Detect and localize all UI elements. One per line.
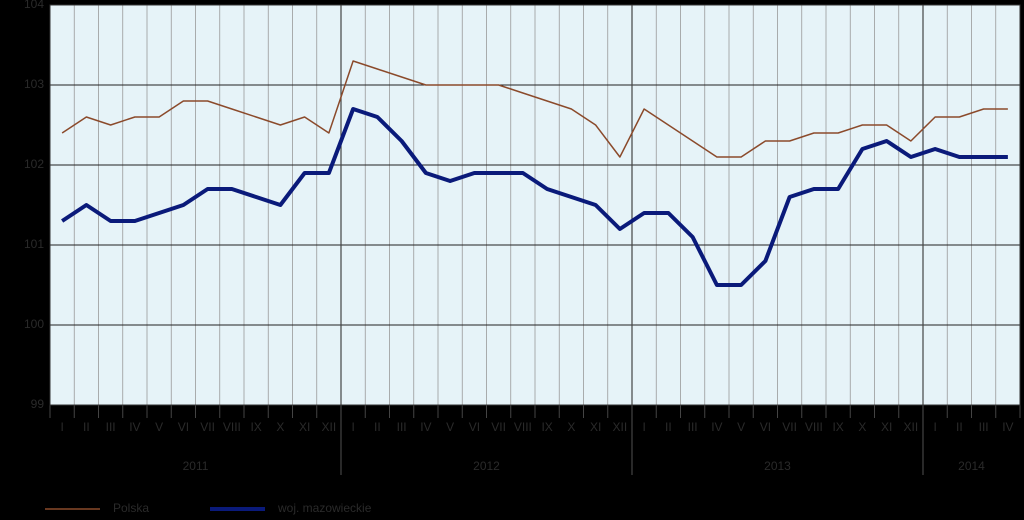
x-tick-label: X <box>567 420 575 434</box>
x-tick-label: VII <box>782 420 797 434</box>
x-tick-label: VIII <box>805 420 823 434</box>
y-tick-label: 100 <box>24 317 44 331</box>
series-line <box>61 107 1008 287</box>
x-tick-label: XII <box>904 420 919 434</box>
x-tick-label: III <box>397 420 407 434</box>
x-tick-label: VI <box>760 420 771 434</box>
x-tick-label: V <box>155 420 163 434</box>
x-tick-label: II <box>374 420 381 434</box>
legend-label: woj. mazowieckie <box>277 501 372 515</box>
x-tick-label: V <box>737 420 745 434</box>
series-line <box>61 60 1008 158</box>
x-tick-label: IV <box>420 420 431 434</box>
x-tick-label: I <box>933 420 936 434</box>
x-tick-label: IV <box>1002 420 1013 434</box>
y-tick-label: 101 <box>24 237 44 251</box>
x-tick-label: VII <box>491 420 506 434</box>
x-tick-label: VI <box>469 420 480 434</box>
x-tick-label: III <box>979 420 989 434</box>
x-tick-label: I <box>642 420 645 434</box>
y-tick-label: 102 <box>24 157 44 171</box>
x-tick-label: XII <box>613 420 628 434</box>
y-tick-label: 104 <box>24 0 44 11</box>
year-label: 2011 <box>183 459 209 473</box>
x-tick-label: IX <box>832 420 843 434</box>
x-tick-label: VIII <box>514 420 532 434</box>
x-tick-label: I <box>351 420 354 434</box>
x-tick-label: V <box>446 420 454 434</box>
year-label: 2013 <box>764 459 791 473</box>
legend-label: Polska <box>113 501 149 515</box>
y-tick-label: 99 <box>31 397 45 411</box>
x-tick-label: VI <box>178 420 189 434</box>
x-tick-label: XII <box>322 420 337 434</box>
year-label: 2014 <box>958 459 985 473</box>
x-tick-label: I <box>60 420 63 434</box>
x-tick-label: II <box>83 420 90 434</box>
x-tick-label: III <box>106 420 116 434</box>
x-tick-label: X <box>276 420 284 434</box>
x-tick-label: IX <box>250 420 261 434</box>
x-tick-label: X <box>858 420 866 434</box>
x-tick-label: VIII <box>223 420 241 434</box>
x-tick-label: IV <box>711 420 722 434</box>
x-tick-label: II <box>665 420 672 434</box>
x-tick-label: VII <box>200 420 215 434</box>
x-tick-label: IV <box>129 420 140 434</box>
y-tick-label: 103 <box>24 77 44 91</box>
year-label: 2012 <box>473 459 500 473</box>
x-tick-label: III <box>688 420 698 434</box>
x-tick-label: XI <box>881 420 892 434</box>
x-tick-label: II <box>956 420 963 434</box>
x-tick-label: XI <box>299 420 310 434</box>
x-tick-label: IX <box>541 420 552 434</box>
plot-border <box>49 4 1021 406</box>
x-tick-label: XI <box>590 420 601 434</box>
